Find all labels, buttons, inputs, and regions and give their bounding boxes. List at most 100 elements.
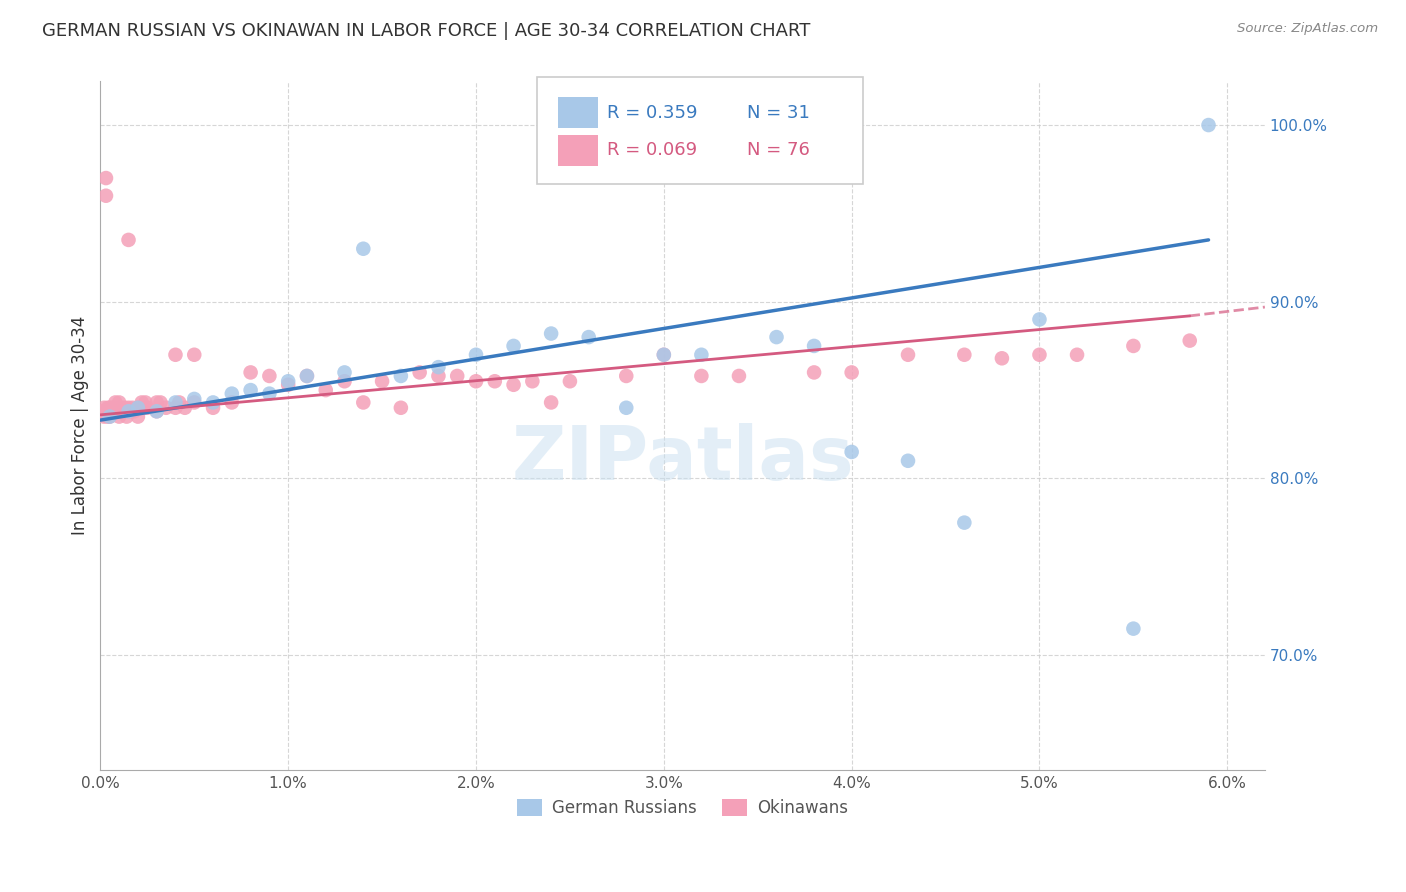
Point — [117, 404, 139, 418]
Point — [352, 395, 374, 409]
Point — [122, 404, 145, 418]
Point — [1122, 339, 1144, 353]
Point — [94, 188, 117, 202]
Point — [108, 395, 131, 409]
Point — [173, 401, 195, 415]
Point — [502, 339, 524, 353]
Point — [104, 395, 127, 409]
Point — [165, 395, 187, 409]
Point — [100, 401, 122, 415]
Text: R = 0.359: R = 0.359 — [607, 103, 697, 121]
Point — [115, 409, 138, 424]
Point — [131, 395, 153, 409]
Point — [104, 404, 127, 418]
Point — [371, 374, 394, 388]
Point — [145, 404, 167, 418]
Point — [117, 401, 139, 415]
Point — [98, 409, 121, 424]
Point — [690, 368, 713, 383]
Point — [114, 401, 136, 415]
Point — [389, 401, 412, 415]
Point — [93, 409, 115, 424]
Point — [953, 516, 976, 530]
Point — [202, 395, 225, 409]
Point — [427, 360, 450, 375]
Point — [502, 377, 524, 392]
Y-axis label: In Labor Force | Age 30-34: In Labor Force | Age 30-34 — [72, 316, 89, 535]
Point — [953, 348, 976, 362]
Point — [91, 404, 114, 418]
Point — [578, 330, 600, 344]
Point — [110, 401, 132, 415]
Point — [408, 366, 430, 380]
Point — [183, 348, 205, 362]
Point — [121, 401, 143, 415]
Text: Source: ZipAtlas.com: Source: ZipAtlas.com — [1237, 22, 1378, 36]
Point — [352, 242, 374, 256]
Point — [221, 386, 243, 401]
Point — [897, 454, 920, 468]
Point — [295, 368, 318, 383]
Point — [239, 366, 262, 380]
Point — [1028, 312, 1050, 326]
Point — [465, 348, 488, 362]
Point — [111, 404, 134, 418]
Point — [484, 374, 506, 388]
Point — [277, 374, 299, 388]
Point — [127, 401, 149, 415]
Point — [149, 395, 172, 409]
Point — [446, 368, 468, 383]
Point — [522, 374, 544, 388]
Point — [277, 377, 299, 392]
Point — [1122, 622, 1144, 636]
Point — [108, 409, 131, 424]
Point — [1028, 348, 1050, 362]
Point — [558, 374, 581, 388]
Point — [259, 386, 281, 401]
Point — [103, 401, 125, 415]
Point — [105, 401, 128, 415]
Point — [183, 392, 205, 406]
Text: ZIPatlas: ZIPatlas — [512, 424, 853, 496]
Point — [1178, 334, 1201, 348]
Point — [239, 383, 262, 397]
Point — [259, 368, 281, 383]
Point — [167, 395, 190, 409]
Point — [465, 374, 488, 388]
Point — [427, 368, 450, 383]
Point — [991, 351, 1014, 366]
Point — [117, 233, 139, 247]
Point — [103, 404, 125, 418]
Point — [1066, 348, 1088, 362]
Point — [165, 401, 187, 415]
Point — [1198, 118, 1220, 132]
Point — [315, 383, 337, 397]
Point — [540, 395, 562, 409]
Point — [333, 374, 356, 388]
Point — [614, 401, 637, 415]
FancyBboxPatch shape — [558, 96, 598, 128]
Point — [221, 395, 243, 409]
Point — [136, 401, 159, 415]
Point — [295, 368, 318, 383]
Point — [333, 366, 356, 380]
Point — [803, 366, 825, 380]
Point — [145, 404, 167, 418]
Point — [98, 409, 121, 424]
FancyBboxPatch shape — [537, 78, 863, 185]
Point — [98, 401, 121, 415]
Point — [132, 401, 155, 415]
Point — [100, 404, 122, 418]
Point — [127, 401, 149, 415]
Point — [97, 409, 120, 424]
Text: N = 76: N = 76 — [747, 142, 810, 160]
Text: R = 0.069: R = 0.069 — [607, 142, 697, 160]
Point — [145, 395, 167, 409]
Point — [690, 348, 713, 362]
Point — [841, 445, 863, 459]
Point — [652, 348, 675, 362]
Point — [93, 401, 115, 415]
Point — [803, 339, 825, 353]
Point — [202, 401, 225, 415]
Point — [614, 368, 637, 383]
